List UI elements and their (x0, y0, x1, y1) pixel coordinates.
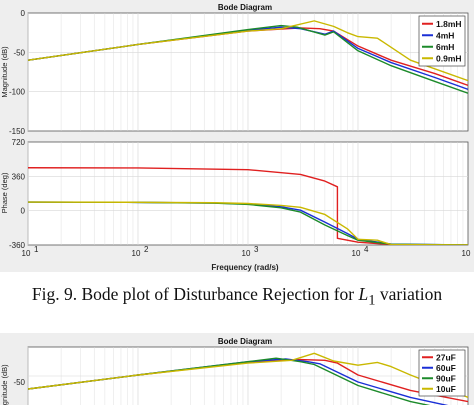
figure2-legend-label: 60uF (436, 363, 456, 373)
figure1-legend-label: 4mH (436, 30, 454, 40)
figure2-series (28, 352, 468, 405)
x-tick-label: 10 (22, 249, 31, 258)
caption-symbol: L (358, 284, 369, 304)
phase-series (28, 167, 468, 245)
figure2-y-label: Magnitude (dB) (0, 364, 9, 405)
phase-series-line-4 (28, 201, 468, 245)
x-tick-label: 10 (462, 249, 471, 258)
figure2-legend-label: 90uF (436, 373, 456, 383)
x-tick-label: 10 (242, 249, 251, 258)
x-tick-label: 10 (352, 249, 361, 258)
magnitude-panel: 0-50-100-150 Magnitude (dB) 1.8mH4mH6mH0… (0, 9, 469, 136)
figure2-y-ticks: -50 (13, 378, 25, 387)
phase-y-tick-label: -360 (9, 241, 26, 250)
magnitude-series (28, 20, 468, 94)
caption-text: Fig. 9. Bode plot of Disturbance Rejecti… (31, 284, 359, 304)
caption-suffix: variation (375, 284, 443, 304)
caption-subscript: 1 (368, 292, 376, 309)
phase-y-ticks: 720 360 0 -360 (9, 138, 26, 250)
frequency-x-ticks: 101102103104105 (22, 245, 471, 258)
magnitude-series-line-4 (28, 20, 468, 82)
figure2-series-line-4 (28, 352, 468, 399)
magnitude-y-ticks: 0 -50 -100 -150 (9, 9, 26, 136)
figure2-legend-label: 27uF (436, 352, 456, 362)
figure2-y-tick-label: -50 (13, 378, 25, 387)
phase-series-line-1 (28, 167, 468, 245)
x-tick-label: 10 (132, 249, 141, 258)
x-tick-exponent: 3 (254, 245, 259, 254)
figure2-title: Bode Diagram (218, 337, 272, 346)
figure-caption: Fig. 9. Bode plot of Disturbance Rejecti… (0, 284, 474, 310)
magnitude-y-tick-label: 0 (21, 9, 26, 18)
x-tick-exponent: 2 (144, 245, 149, 254)
figure1-legend-label: 0.9mH (436, 53, 462, 63)
figure1-title: Bode Diagram (218, 3, 272, 12)
figure2-legend-label: 10uF (436, 384, 456, 394)
phase-y-label: Phase (deg) (0, 172, 9, 213)
phase-y-tick-label: 360 (12, 172, 26, 181)
x-tick-exponent: 1 (34, 245, 39, 254)
figure1-legend-label: 6mH (436, 42, 454, 52)
x-tick-exponent: 4 (364, 245, 369, 254)
magnitude-series-line-3 (28, 24, 468, 94)
magnitude-y-tick-label: -100 (9, 88, 26, 97)
phase-grid (27, 142, 468, 245)
figure1-legend-label: 1.8mH (436, 19, 462, 29)
magnitude-y-tick-label: -150 (9, 127, 26, 136)
magnitude-y-label: Magnitude (dB) (0, 46, 9, 98)
frequency-x-label: Frequency (rad/s) (211, 263, 278, 272)
phase-y-tick-label: 720 (12, 138, 26, 147)
magnitude-grid (27, 13, 468, 131)
magnitude-y-tick-label: -50 (13, 48, 25, 57)
phase-y-tick-label: 0 (21, 207, 26, 216)
